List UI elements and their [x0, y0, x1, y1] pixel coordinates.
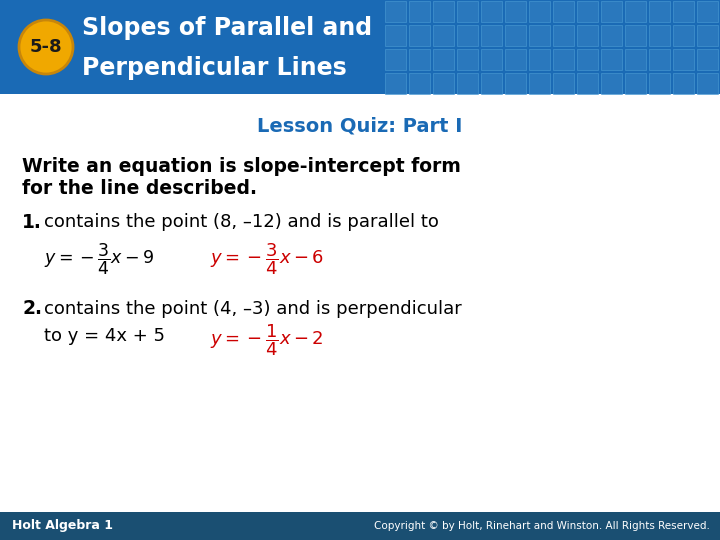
Bar — [457, 49, 478, 70]
Bar — [577, 49, 598, 70]
Bar — [673, 1, 694, 22]
Bar — [385, 73, 406, 94]
Bar — [649, 25, 670, 46]
Bar — [505, 1, 526, 22]
Bar — [601, 25, 622, 46]
Text: $y = -\dfrac{3}{4}x - 9$: $y = -\dfrac{3}{4}x - 9$ — [44, 241, 154, 276]
Text: 1.: 1. — [22, 213, 42, 232]
Text: contains the point (4, –3) and is perpendicular: contains the point (4, –3) and is perpen… — [44, 300, 462, 318]
Text: for the line described.: for the line described. — [22, 179, 257, 199]
Bar — [505, 49, 526, 70]
Bar — [577, 25, 598, 46]
Bar — [625, 25, 646, 46]
Bar — [649, 1, 670, 22]
Bar — [601, 49, 622, 70]
Bar — [649, 49, 670, 70]
Bar — [433, 73, 454, 94]
Bar — [625, 1, 646, 22]
Bar — [457, 73, 478, 94]
Bar — [673, 73, 694, 94]
Bar — [577, 1, 598, 22]
Bar — [697, 73, 718, 94]
Text: Slopes of Parallel and: Slopes of Parallel and — [82, 16, 372, 40]
Bar — [0, 0, 720, 94]
Text: 2.: 2. — [22, 300, 42, 319]
Bar — [673, 49, 694, 70]
Text: 5-8: 5-8 — [30, 38, 63, 56]
Bar — [505, 73, 526, 94]
Text: $y = -\dfrac{3}{4}x - 6$: $y = -\dfrac{3}{4}x - 6$ — [210, 241, 324, 277]
Text: contains the point (8, –12) and is parallel to: contains the point (8, –12) and is paral… — [44, 213, 439, 231]
Text: Write an equation is slope-intercept form: Write an equation is slope-intercept for… — [22, 157, 461, 176]
Bar — [553, 1, 574, 22]
Bar — [409, 1, 430, 22]
Bar — [601, 1, 622, 22]
Bar — [481, 73, 502, 94]
Text: Copyright © by Holt, Rinehart and Winston. All Rights Reserved.: Copyright © by Holt, Rinehart and Winsto… — [374, 521, 710, 531]
Bar — [625, 73, 646, 94]
Bar — [697, 1, 718, 22]
Bar — [385, 49, 406, 70]
Bar — [433, 1, 454, 22]
Bar — [385, 1, 406, 22]
Text: to y = 4x + 5: to y = 4x + 5 — [44, 327, 165, 345]
Bar — [385, 25, 406, 46]
Bar — [553, 73, 574, 94]
Bar — [433, 49, 454, 70]
Bar — [409, 49, 430, 70]
Bar — [529, 1, 550, 22]
Bar — [529, 73, 550, 94]
Bar — [505, 25, 526, 46]
Bar — [457, 25, 478, 46]
Bar — [409, 73, 430, 94]
Bar — [625, 49, 646, 70]
Bar — [457, 1, 478, 22]
Bar — [649, 73, 670, 94]
Bar — [529, 25, 550, 46]
Bar — [601, 73, 622, 94]
Bar — [697, 25, 718, 46]
Bar — [577, 73, 598, 94]
Circle shape — [19, 20, 73, 74]
Text: $y = -\dfrac{1}{4}x - 2$: $y = -\dfrac{1}{4}x - 2$ — [210, 322, 323, 358]
Bar — [553, 49, 574, 70]
Bar — [673, 25, 694, 46]
Bar — [0, 512, 720, 540]
Bar — [529, 49, 550, 70]
Bar — [409, 25, 430, 46]
Text: Lesson Quiz: Part I: Lesson Quiz: Part I — [257, 117, 463, 136]
Bar — [481, 49, 502, 70]
Bar — [697, 49, 718, 70]
Bar — [481, 1, 502, 22]
Text: Holt Algebra 1: Holt Algebra 1 — [12, 519, 113, 532]
Bar — [481, 25, 502, 46]
Bar — [553, 25, 574, 46]
Bar — [433, 25, 454, 46]
Text: Perpendicular Lines: Perpendicular Lines — [82, 56, 347, 80]
